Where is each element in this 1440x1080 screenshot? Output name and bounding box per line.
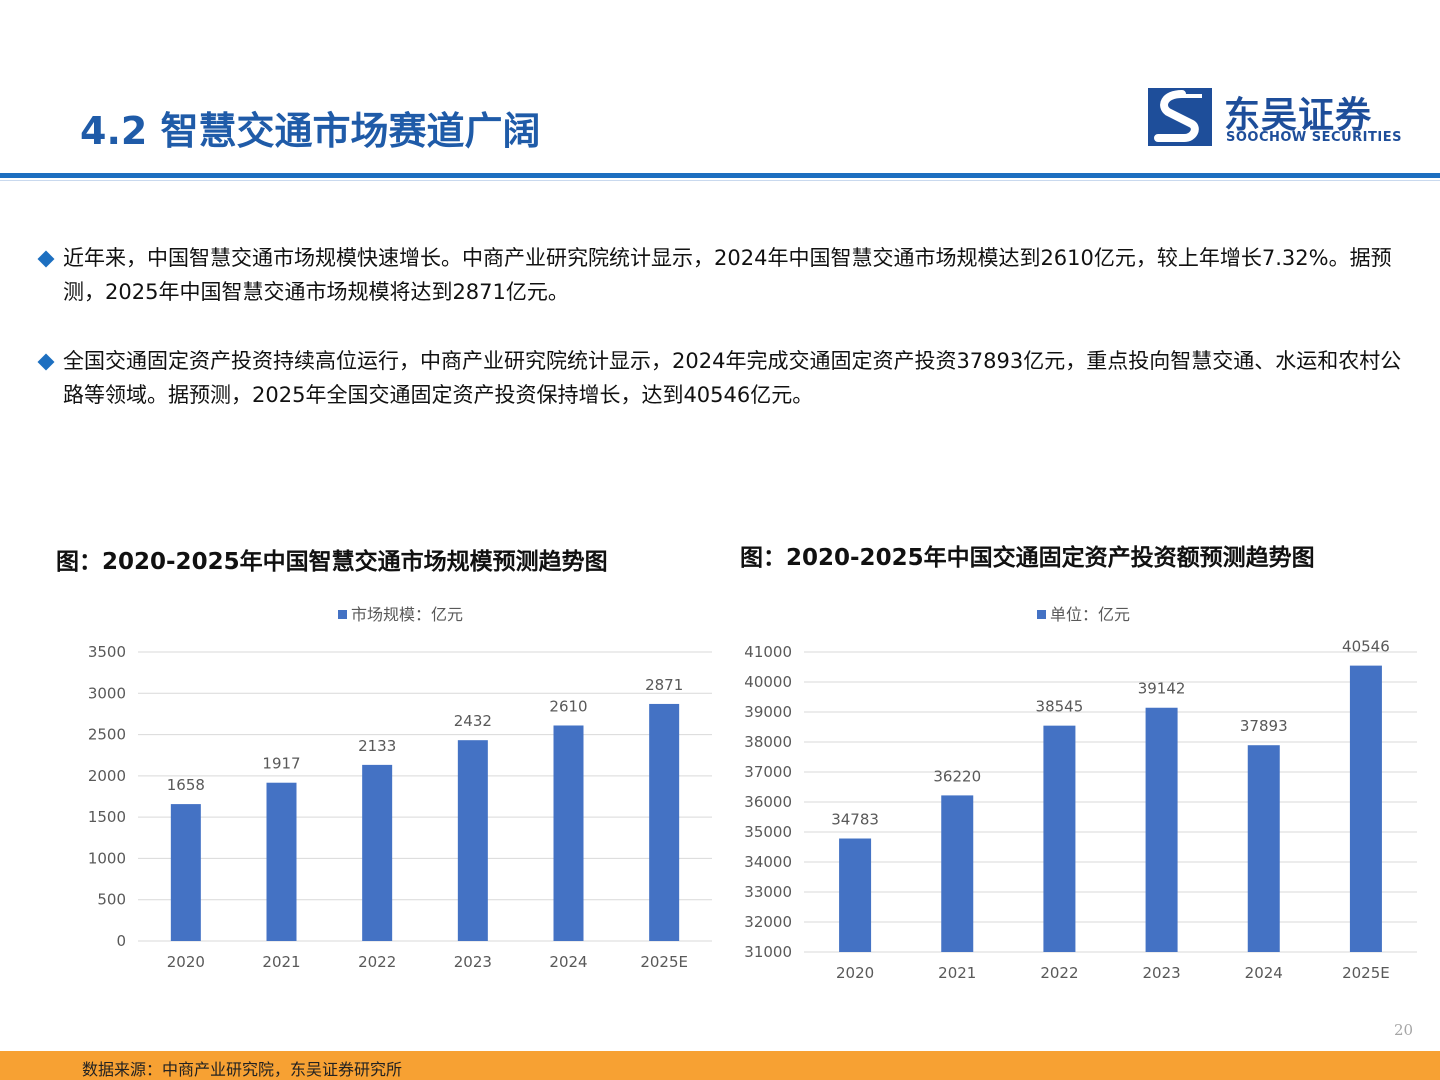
x-tick-label: 2025E	[640, 953, 688, 971]
y-tick-label: 2500	[88, 726, 126, 744]
data-label: 40546	[1342, 638, 1390, 656]
data-label: 1658	[167, 776, 205, 794]
x-tick-label: 2020	[167, 953, 205, 971]
y-tick-label: 36000	[744, 793, 792, 811]
x-tick-label: 2024	[1245, 964, 1283, 982]
bar	[649, 703, 680, 941]
y-tick-label: 3000	[88, 684, 126, 702]
legend-swatch	[338, 610, 347, 619]
soochow-logo-icon	[1148, 88, 1212, 146]
header-divider	[0, 173, 1440, 178]
y-tick-label: 33000	[744, 883, 792, 901]
chart-1-market-size: 市场规模：亿元 0 500 1000 1500 2000 2500 3000 3500 1658 2…	[88, 605, 712, 971]
page-title: 4.2 智慧交通市场赛道广阔	[80, 109, 541, 153]
x-tick-label: 2022	[358, 953, 396, 971]
y-tick-label: 2000	[88, 767, 126, 785]
y-tick-label: 34000	[744, 853, 792, 871]
bar	[941, 795, 974, 952]
data-label: 1917	[262, 755, 300, 773]
data-label: 36220	[933, 767, 981, 785]
y-tick-label: 1000	[88, 849, 126, 867]
x-tick-label: 2024	[549, 953, 587, 971]
chart-2-title: 图：2020-2025年中国交通固定资产投资额预测趋势图	[740, 545, 1315, 571]
bar	[1043, 725, 1076, 952]
bar	[839, 838, 872, 952]
data-label: 39142	[1138, 680, 1186, 698]
page-number: 20	[1394, 1021, 1414, 1039]
company-logo: 东吴证券 SOOCHOW SECURITIES	[1148, 86, 1401, 150]
y-tick-label: 41000	[744, 643, 792, 661]
bar	[266, 782, 297, 941]
bar	[1247, 745, 1280, 952]
y-tick-label: 3500	[88, 643, 126, 661]
y-tick-label: 32000	[744, 913, 792, 931]
legend-label: 市场规模：亿元	[351, 605, 463, 624]
chart-2-investment: 单位：亿元 31000 32000 33000 34000 35000 36000 37000…	[744, 605, 1417, 982]
data-label: 2610	[549, 697, 587, 715]
footer-bar: 数据来源：中商产业研究院，东吴证券研究所	[0, 1051, 1440, 1080]
y-tick-label: 35000	[744, 823, 792, 841]
y-tick-label: 40000	[744, 673, 792, 691]
y-tick-label: 37000	[744, 763, 792, 781]
legend-label: 单位：亿元	[1050, 605, 1130, 624]
bar	[553, 725, 584, 941]
bar	[1349, 665, 1382, 952]
x-tick-label: 2023	[454, 953, 492, 971]
x-tick-label: 2023	[1142, 964, 1180, 982]
x-tick-label: 2020	[836, 964, 874, 982]
y-tick-label: 0	[116, 932, 126, 950]
data-label: 2871	[645, 676, 683, 694]
logo-cn-text: 东吴证券	[1224, 95, 1373, 136]
bullet-diamond-icon	[37, 250, 55, 268]
y-tick-label: 38000	[744, 733, 792, 751]
bar	[1145, 707, 1178, 952]
bar	[362, 764, 393, 941]
legend: 单位：亿元	[1037, 605, 1130, 624]
legend-swatch	[1037, 610, 1046, 619]
header-divider-thin	[0, 180, 1440, 181]
data-label: 34783	[831, 811, 879, 829]
data-label: 38545	[1036, 698, 1084, 716]
y-tick-label: 500	[97, 891, 126, 909]
data-label: 37893	[1240, 717, 1288, 735]
data-label: 2432	[454, 712, 492, 730]
bullet-diamond-icon	[37, 353, 55, 371]
data-source-text: 数据来源：中商产业研究院，东吴证券研究所	[82, 1060, 403, 1079]
bullet-text: 近年来，中国智慧交通市场规模快速增长。中商产业研究院统计显示，2024年中国智慧…	[63, 246, 1392, 304]
data-label: 2133	[358, 737, 396, 755]
bullet-2: 全国交通固定资产投资持续高位运行，中商产业研究院统计显示，2024年完成交通固定…	[37, 344, 1418, 412]
logo-en-text: SOOCHOW SECURITIES	[1226, 130, 1402, 145]
y-tick-label: 1500	[88, 808, 126, 826]
bullet-text: 全国交通固定资产投资持续高位运行，中商产业研究院统计显示，2024年完成交通固定…	[63, 349, 1402, 407]
x-tick-label: 2025E	[1342, 964, 1390, 982]
x-tick-label: 2021	[938, 964, 976, 982]
bullet-1: 近年来，中国智慧交通市场规模快速增长。中商产业研究院统计显示，2024年中国智慧…	[37, 241, 1418, 309]
y-tick-label: 39000	[744, 703, 792, 721]
bar	[457, 740, 488, 941]
x-tick-label: 2022	[1040, 964, 1078, 982]
y-tick-label: 31000	[744, 943, 792, 961]
chart-1-title: 图：2020-2025年中国智慧交通市场规模预测趋势图	[56, 549, 608, 575]
bar	[170, 804, 201, 941]
legend: 市场规模：亿元	[338, 605, 463, 624]
x-tick-label: 2021	[262, 953, 300, 971]
